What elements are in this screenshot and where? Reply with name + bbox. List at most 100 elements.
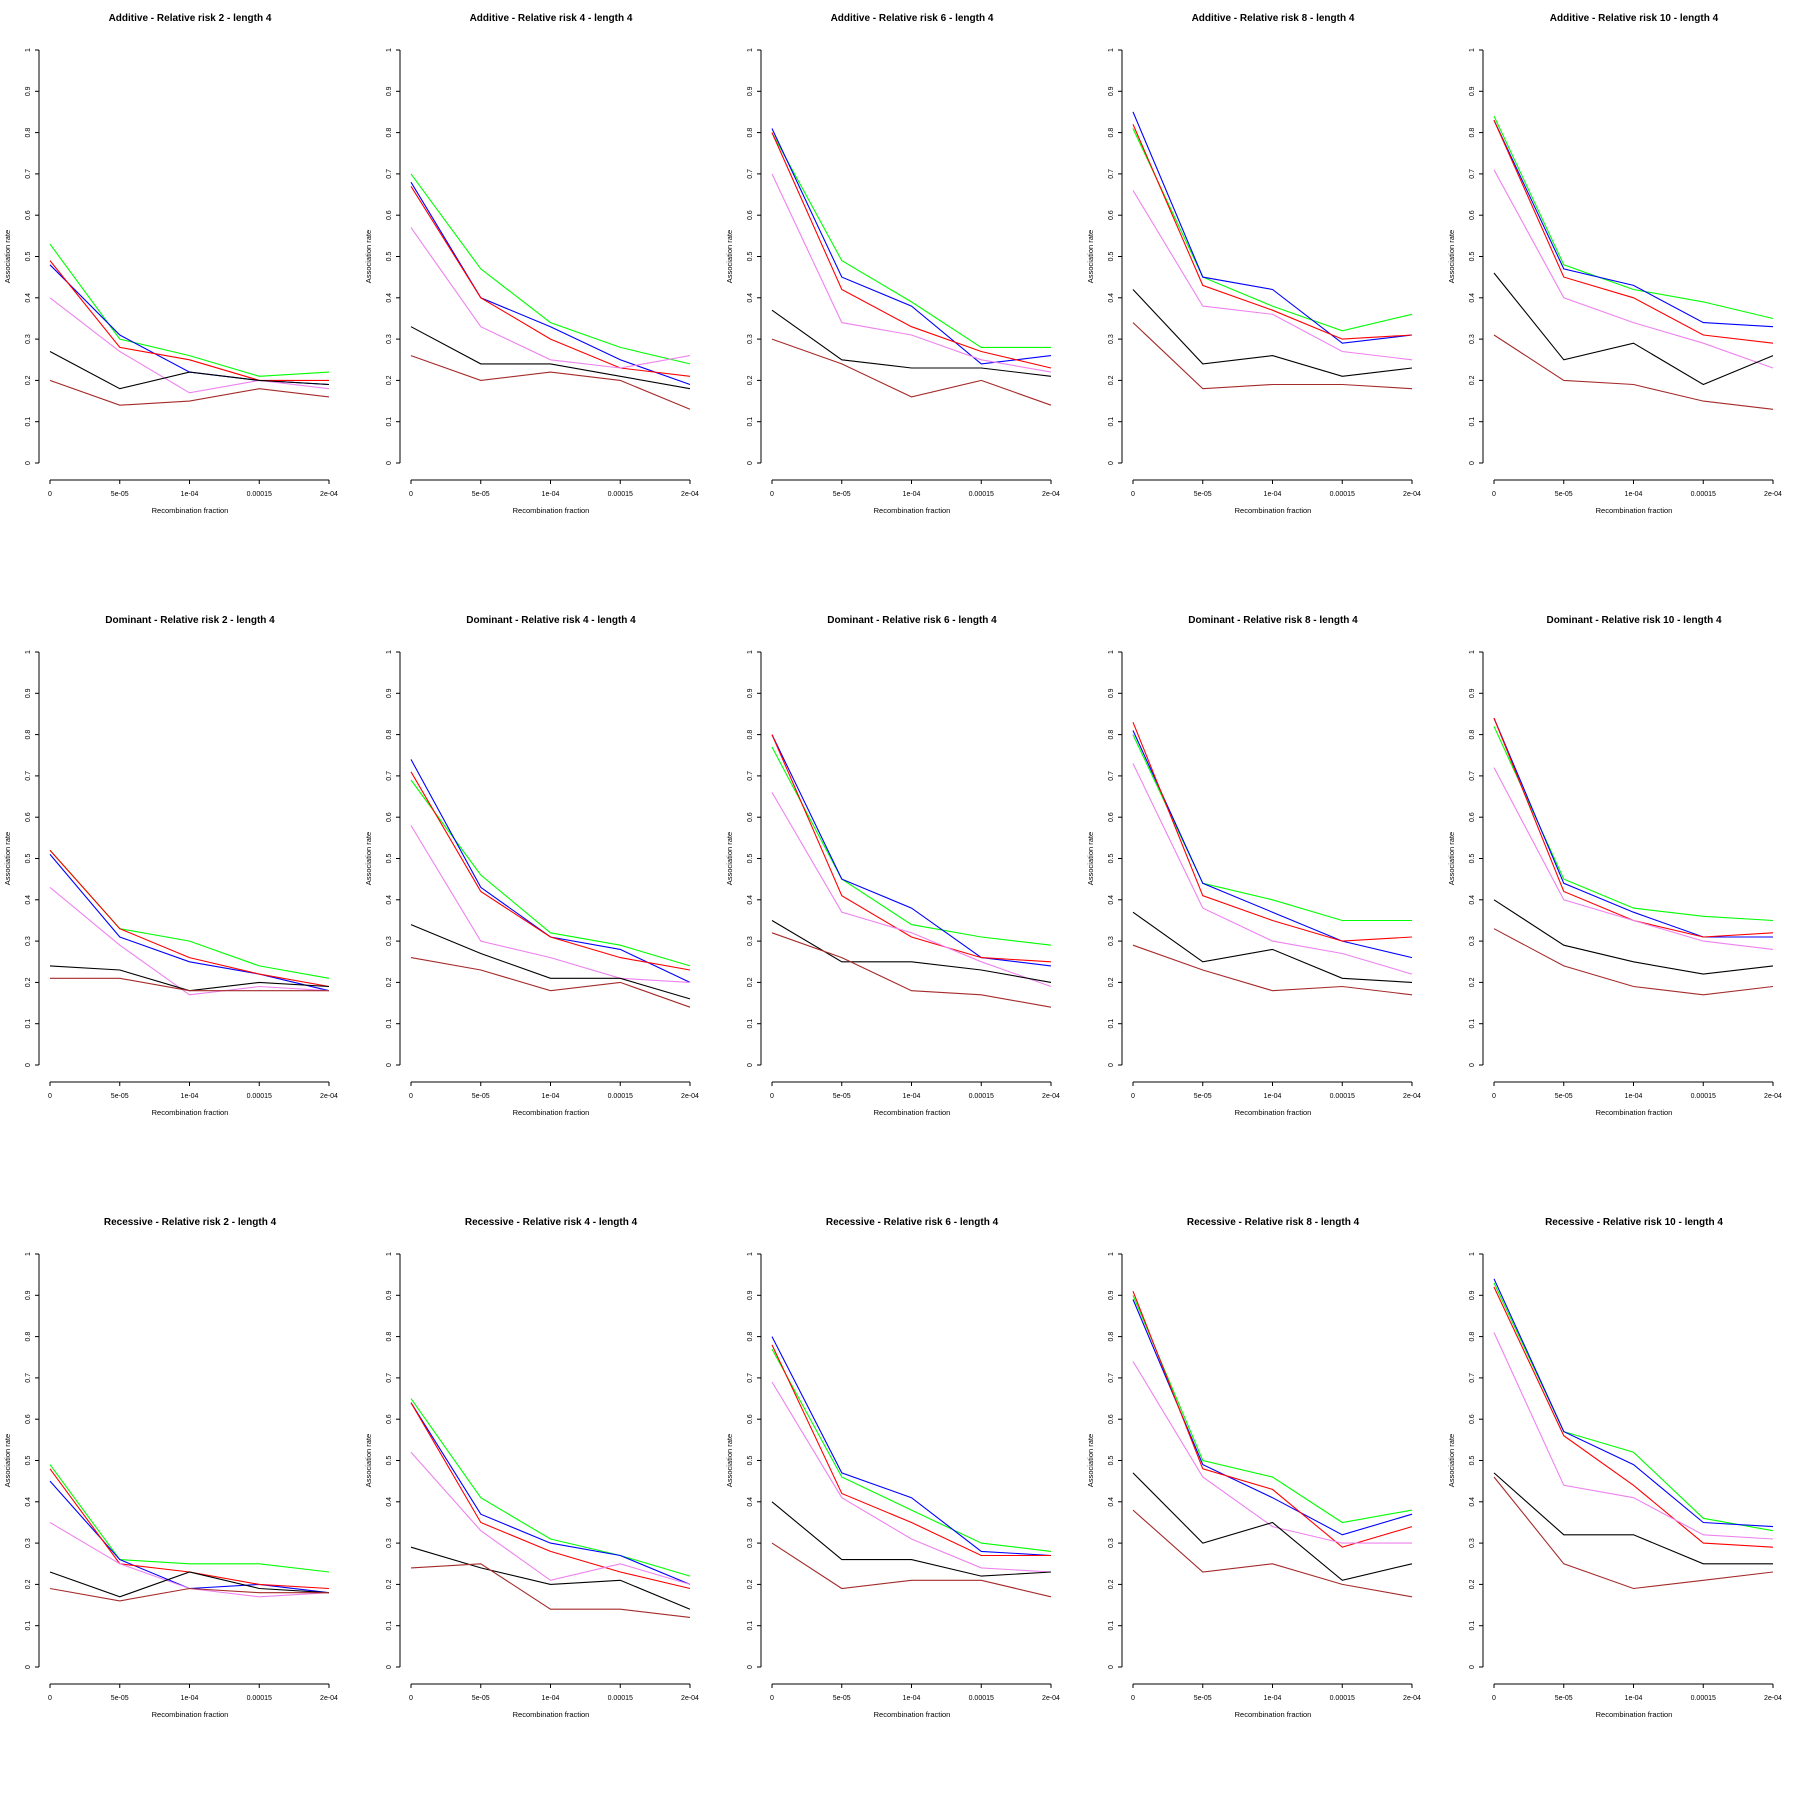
y-tick-label: 0.6 [1108, 1414, 1115, 1424]
series-line-brown [49, 1587, 329, 1602]
x-tick-label: 0.00015 [247, 491, 272, 498]
series-line-brown [410, 957, 691, 1008]
series-line-brown [1132, 1509, 1413, 1598]
x-tick-label: 5e-05 [1555, 1695, 1573, 1702]
panel-title: Recessive - Relative risk 4 - length 4 [465, 1217, 638, 1228]
x-tick-label: 1e-04 [1625, 1093, 1643, 1100]
x-axis-label: Recombination fraction [152, 1108, 229, 1117]
y-tick-label: 0.4 [1108, 895, 1115, 905]
x-axis-label: Recombination fraction [513, 506, 590, 515]
series-line-green [1493, 1282, 1774, 1532]
series-line-brown [1132, 322, 1413, 390]
x-tick-label: 1e-04 [181, 1695, 199, 1702]
y-tick-label: 0.6 [386, 210, 393, 220]
y-tick-label: 0.2 [1108, 375, 1115, 385]
y-tick-label: 1 [1469, 1252, 1476, 1256]
x-tick-label: 1e-04 [903, 491, 921, 498]
y-axis-label: Association rate [725, 1434, 734, 1487]
series-line-red [1493, 1286, 1774, 1548]
y-tick-label: 0.3 [747, 936, 754, 946]
y-tick-label: 0 [25, 461, 32, 465]
y-tick-label: 0.6 [25, 812, 32, 822]
series-line-violet [1493, 1332, 1774, 1540]
y-tick-label: 0.4 [386, 895, 393, 905]
x-tick-label: 5e-05 [1194, 1695, 1212, 1702]
series-line-green [1132, 1295, 1413, 1524]
x-tick-label: 0 [48, 1093, 52, 1100]
panel-title: Additive - Relative risk 4 - length 4 [470, 13, 633, 24]
y-tick-label: 0.6 [1108, 210, 1115, 220]
series-line-blue [1493, 717, 1773, 938]
y-tick-label: 0.6 [25, 210, 32, 220]
x-tick-label: 0.00015 [1330, 491, 1355, 498]
y-tick-label: 0.5 [386, 1456, 393, 1466]
panel-title: Dominant - Relative risk 8 - length 4 [1188, 615, 1358, 626]
y-tick-label: 0 [25, 1063, 32, 1067]
series-line-green [49, 1464, 330, 1573]
x-tick-label: 2e-04 [320, 1093, 338, 1100]
panel-title: Additive - Relative risk 10 - length 4 [1550, 13, 1719, 24]
series-line-brown [1493, 1476, 1774, 1590]
y-tick-label: 0.1 [747, 417, 754, 427]
series-line-violet [771, 1381, 1052, 1573]
y-tick-label: 0.7 [747, 771, 754, 781]
x-tick-label: 5e-05 [1194, 1093, 1212, 1100]
series-line-blue [771, 128, 1052, 365]
y-axis-label: Association rate [364, 832, 373, 885]
y-tick-label: 1 [747, 650, 754, 654]
y-tick-label: 0.7 [747, 1373, 754, 1383]
y-tick-label: 0.9 [386, 1290, 393, 1300]
chart-panel: Dominant - Relative risk 6 - length 4 0 0.… [725, 615, 1060, 1117]
y-tick-label: 0.8 [1108, 128, 1115, 138]
x-axis-label: Recombination fraction [513, 1108, 590, 1117]
series-line-red [1132, 721, 1413, 942]
chart-panel: Dominant - Relative risk 2 - length 4 0 0.… [3, 615, 338, 1117]
series-line-brown [49, 379, 330, 406]
x-tick-label: 1e-04 [181, 1093, 199, 1100]
x-tick-label: 5e-05 [111, 491, 129, 498]
x-tick-label: 0.00015 [1330, 1093, 1355, 1100]
y-tick-label: 0.9 [1108, 86, 1115, 96]
y-tick-label: 0.4 [1469, 895, 1476, 905]
y-tick-label: 0.8 [386, 128, 393, 138]
y-tick-label: 0.9 [386, 86, 393, 96]
y-tick-label: 0 [747, 1063, 754, 1067]
x-tick-label: 2e-04 [681, 1695, 699, 1702]
y-tick-label: 0.5 [25, 854, 32, 864]
y-tick-label: 0.1 [1469, 1621, 1476, 1631]
series-line-brown [771, 1542, 1052, 1598]
series-line-violet [410, 825, 691, 983]
x-axis-label: Recombination fraction [152, 1710, 229, 1719]
x-tick-label: 5e-05 [833, 1695, 851, 1702]
y-tick-label: 0 [386, 1665, 393, 1669]
y-tick-label: 0.9 [747, 86, 754, 96]
y-tick-label: 0.4 [1108, 293, 1115, 303]
series-line-black [1132, 289, 1413, 377]
x-tick-label: 0 [1131, 1093, 1135, 1100]
series-line-black [771, 1501, 1052, 1577]
x-axis-label: Recombination fraction [874, 1710, 951, 1719]
y-tick-label: 0 [386, 461, 393, 465]
y-tick-label: 1 [386, 48, 393, 52]
chart-panel: Recessive - Relative risk 10 - length 4 0… [1447, 1217, 1782, 1719]
y-tick-label: 0.2 [747, 375, 754, 385]
series-line-brown [1493, 334, 1774, 410]
y-tick-label: 0.1 [386, 1019, 393, 1029]
series-line-brown [1132, 944, 1413, 996]
series-line-red [1132, 124, 1413, 340]
y-tick-label: 0.3 [25, 334, 32, 344]
x-tick-label: 1e-04 [1625, 1695, 1643, 1702]
y-tick-label: 0.8 [1469, 128, 1476, 138]
chart-panel: Recessive - Relative risk 4 - length 4 0 0… [364, 1217, 699, 1719]
y-tick-label: 0.6 [1469, 812, 1476, 822]
x-tick-label: 2e-04 [1042, 491, 1060, 498]
x-tick-label: 0 [409, 1093, 413, 1100]
series-line-red [771, 734, 1052, 963]
series-line-brown [771, 932, 1052, 1008]
y-tick-label: 0.1 [25, 1019, 32, 1029]
y-tick-label: 0.8 [1108, 1332, 1115, 1342]
series-line-blue [1132, 111, 1413, 344]
y-tick-label: 0.7 [1108, 1373, 1115, 1383]
y-tick-label: 0.8 [1469, 1332, 1476, 1342]
x-tick-label: 2e-04 [681, 491, 699, 498]
